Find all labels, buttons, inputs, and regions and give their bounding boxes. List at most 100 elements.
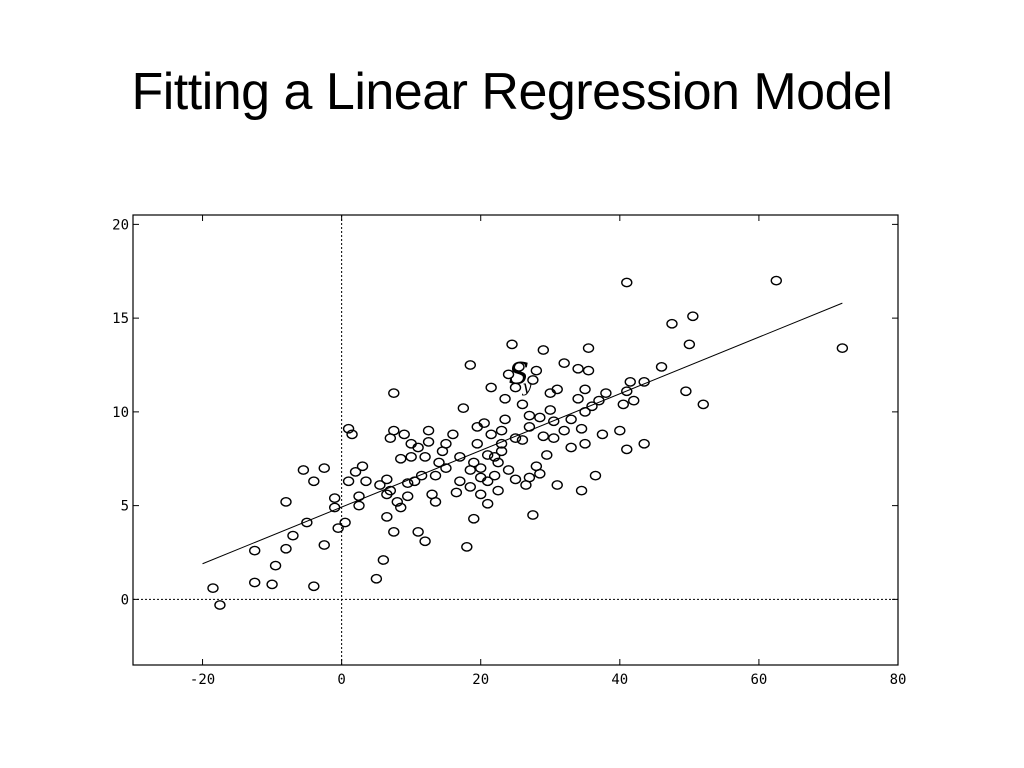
data-point: [527, 375, 539, 385]
x-tick-label: -20: [190, 672, 215, 688]
plot-frame: [132, 214, 899, 666]
data-point: [509, 474, 522, 485]
slide-title: Fitting a Linear Regression Model: [131, 63, 893, 121]
data-point: [454, 476, 466, 487]
data-point: [468, 513, 480, 524]
data-point: [308, 581, 320, 592]
data-point: [527, 510, 539, 520]
data-point: [666, 318, 678, 329]
data-point: [342, 476, 355, 487]
data-point: [579, 384, 591, 395]
data-point: [544, 405, 556, 415]
data-point: [534, 468, 546, 479]
data-point: [332, 523, 344, 534]
data-point: [655, 361, 668, 372]
x-tick-label: 0: [337, 672, 345, 688]
data-point: [582, 365, 595, 376]
data-point: [402, 478, 414, 489]
data-point: [415, 470, 428, 481]
data-point: [412, 442, 424, 453]
data-point: [481, 498, 494, 509]
y-tick-label: 15: [112, 311, 129, 327]
data-point: [485, 382, 497, 393]
data-point: [475, 463, 487, 474]
data-point: [384, 485, 397, 496]
data-point: [638, 438, 650, 449]
data-point: [339, 517, 351, 528]
y-tick-label: 0: [121, 592, 129, 608]
data-point: [450, 487, 463, 498]
sy-annotation-subscript: y: [522, 377, 533, 396]
data-point: [523, 472, 536, 483]
data-point: [516, 399, 529, 410]
data-point: [440, 463, 452, 474]
data-point: [499, 414, 511, 425]
sy-annotation: S: [509, 357, 530, 392]
x-tick-label: 40: [611, 672, 628, 688]
x-tick-label: 80: [890, 672, 907, 688]
data-point: [513, 361, 525, 372]
data-point: [360, 476, 372, 487]
data-point: [419, 451, 431, 462]
y-tick-label: 20: [112, 217, 129, 233]
data-point: [395, 502, 407, 513]
data-point: [586, 401, 598, 412]
data-point: [422, 425, 435, 436]
data-point: [429, 470, 442, 481]
data-point: [412, 526, 424, 537]
data-point: [388, 388, 400, 399]
data-point: [405, 451, 417, 462]
data-point: [537, 431, 550, 442]
data-point: [318, 540, 330, 550]
data-point: [575, 485, 588, 496]
data-point: [381, 511, 393, 522]
data-point: [398, 429, 410, 440]
data-point: [391, 496, 403, 507]
regression-fit-line: [202, 302, 843, 565]
data-point: [377, 555, 390, 565]
data-point: [551, 480, 563, 490]
data-point: [287, 530, 299, 541]
data-point: [269, 560, 282, 571]
data-point: [422, 436, 435, 447]
data-point: [628, 395, 640, 406]
data-point: [502, 369, 515, 380]
data-point: [558, 358, 570, 369]
data-point: [419, 536, 431, 547]
data-point: [502, 465, 515, 475]
data-point: [353, 491, 365, 502]
data-point: [429, 496, 442, 507]
data-point: [478, 418, 490, 429]
data-point: [537, 345, 550, 355]
data-point: [621, 386, 633, 397]
data-point: [301, 517, 313, 528]
data-point: [548, 433, 560, 444]
data-point: [440, 438, 452, 449]
data-point: [683, 339, 696, 350]
data-point: [572, 363, 584, 374]
data-point: [280, 496, 292, 507]
data-point: [318, 463, 330, 474]
data-point: [388, 425, 400, 436]
data-point: [468, 457, 480, 468]
data-point: [464, 481, 476, 492]
data-point: [509, 382, 522, 393]
data-point: [207, 583, 219, 594]
data-points: [207, 275, 849, 610]
data-point: [551, 384, 563, 395]
data-point: [346, 429, 358, 440]
data-point: [614, 425, 626, 436]
data-point: [457, 403, 470, 414]
data-point: [558, 425, 570, 436]
data-point: [624, 376, 636, 387]
data-point: [266, 579, 278, 590]
data-point: [280, 543, 292, 554]
data-point: [353, 500, 365, 511]
data-point: [600, 388, 612, 399]
data-point: [349, 466, 362, 477]
x-tick-label: 20: [472, 672, 489, 688]
data-point: [402, 491, 414, 502]
data-point: [565, 442, 577, 453]
data-point: [575, 423, 588, 434]
data-point: [548, 416, 560, 427]
